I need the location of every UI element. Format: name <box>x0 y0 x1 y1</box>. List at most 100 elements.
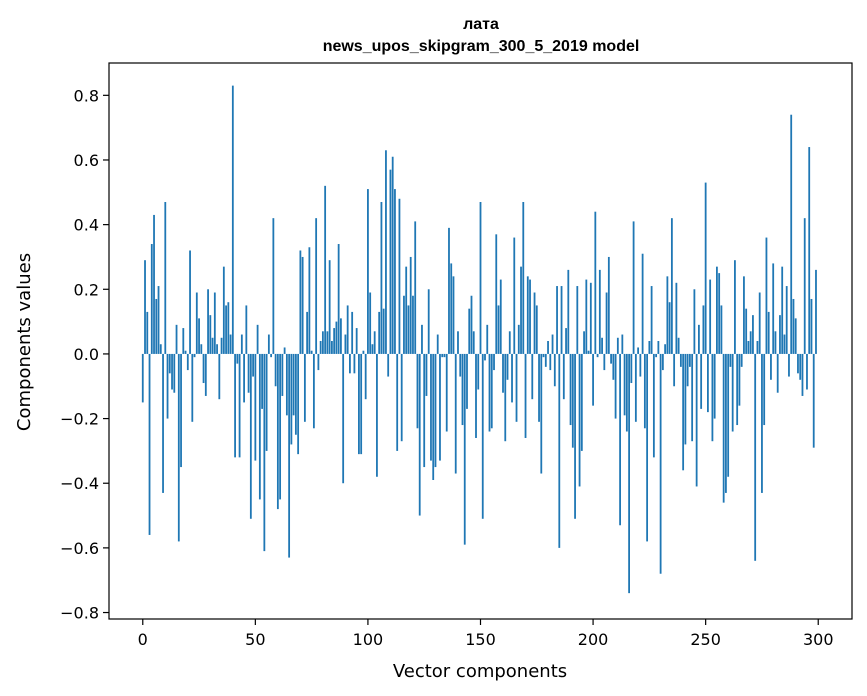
bar <box>799 353 802 380</box>
bar <box>387 353 390 377</box>
bar <box>315 218 318 354</box>
bar <box>639 353 642 377</box>
bar <box>470 295 473 354</box>
bar <box>812 353 815 448</box>
bar <box>781 266 784 354</box>
bar <box>502 353 504 393</box>
bar <box>317 353 320 371</box>
bar <box>785 286 788 354</box>
x-axis-label: Vector components <box>393 661 567 682</box>
bar <box>342 353 345 484</box>
bar <box>619 353 621 526</box>
bar <box>292 353 295 416</box>
bar <box>358 353 360 455</box>
bar <box>749 331 752 354</box>
y-tick-label: 0.4 <box>74 216 99 235</box>
bar <box>806 353 808 390</box>
bar <box>698 324 700 354</box>
bar <box>497 305 500 354</box>
bar <box>675 282 678 354</box>
bar <box>164 202 167 354</box>
y-tick-label: 0.0 <box>74 345 99 364</box>
y-axis-label: Components values <box>14 253 35 431</box>
bar <box>668 302 671 354</box>
bar <box>171 353 173 390</box>
bar <box>362 350 365 354</box>
bar <box>432 353 435 480</box>
bar <box>700 353 703 409</box>
bar <box>457 331 459 354</box>
bar <box>731 353 734 432</box>
bar <box>346 305 349 354</box>
y-tick-label: −0.2 <box>60 410 99 429</box>
bar <box>328 260 331 354</box>
bar <box>155 298 158 354</box>
bar <box>529 279 531 354</box>
bar <box>556 286 558 354</box>
bar <box>612 353 615 380</box>
bar <box>652 353 655 458</box>
bar <box>150 244 153 354</box>
bar <box>664 344 667 354</box>
bar <box>204 353 207 396</box>
bar <box>623 353 626 416</box>
bar <box>168 353 171 374</box>
bar <box>299 250 302 354</box>
bar <box>716 266 718 354</box>
bar <box>607 256 610 354</box>
bar <box>355 328 358 354</box>
y-tick-label: −0.4 <box>60 474 99 493</box>
bar <box>243 353 245 403</box>
bar <box>508 331 511 354</box>
bar <box>211 337 214 354</box>
bar <box>673 353 676 387</box>
bar <box>189 250 191 354</box>
bar <box>256 324 259 354</box>
bar <box>331 341 333 354</box>
bar <box>376 353 378 477</box>
bar <box>276 353 279 510</box>
bar <box>810 298 813 354</box>
bar <box>441 353 444 358</box>
bar <box>720 305 723 354</box>
bar <box>567 269 570 354</box>
bar <box>162 353 164 493</box>
bar <box>180 353 182 468</box>
bar <box>468 308 471 354</box>
bar <box>477 353 480 390</box>
bar <box>637 347 640 354</box>
bar <box>218 353 221 400</box>
x-tick-label: 100 <box>353 630 384 649</box>
bar <box>216 344 218 354</box>
bar <box>306 311 309 354</box>
bar <box>682 353 685 471</box>
bar <box>603 353 606 371</box>
bar <box>274 353 277 387</box>
bar <box>598 269 601 354</box>
bar <box>245 305 248 354</box>
bar <box>312 353 315 429</box>
bar <box>661 353 664 371</box>
bar <box>788 353 790 377</box>
bar <box>267 334 270 354</box>
bar <box>439 353 441 461</box>
bar <box>421 324 423 354</box>
bar <box>589 282 592 354</box>
bar <box>592 353 594 406</box>
bar <box>770 353 772 380</box>
bar <box>416 353 419 429</box>
bar <box>229 334 232 354</box>
bar <box>490 353 493 429</box>
bar <box>783 334 786 354</box>
bar <box>481 353 484 519</box>
bar <box>360 353 363 455</box>
bar <box>767 311 770 354</box>
bar <box>758 292 761 354</box>
bar <box>461 353 464 426</box>
bar <box>288 353 291 558</box>
bar <box>400 353 403 442</box>
bar <box>238 353 241 458</box>
bar <box>475 353 477 438</box>
bar <box>544 353 547 367</box>
bar <box>285 353 288 416</box>
